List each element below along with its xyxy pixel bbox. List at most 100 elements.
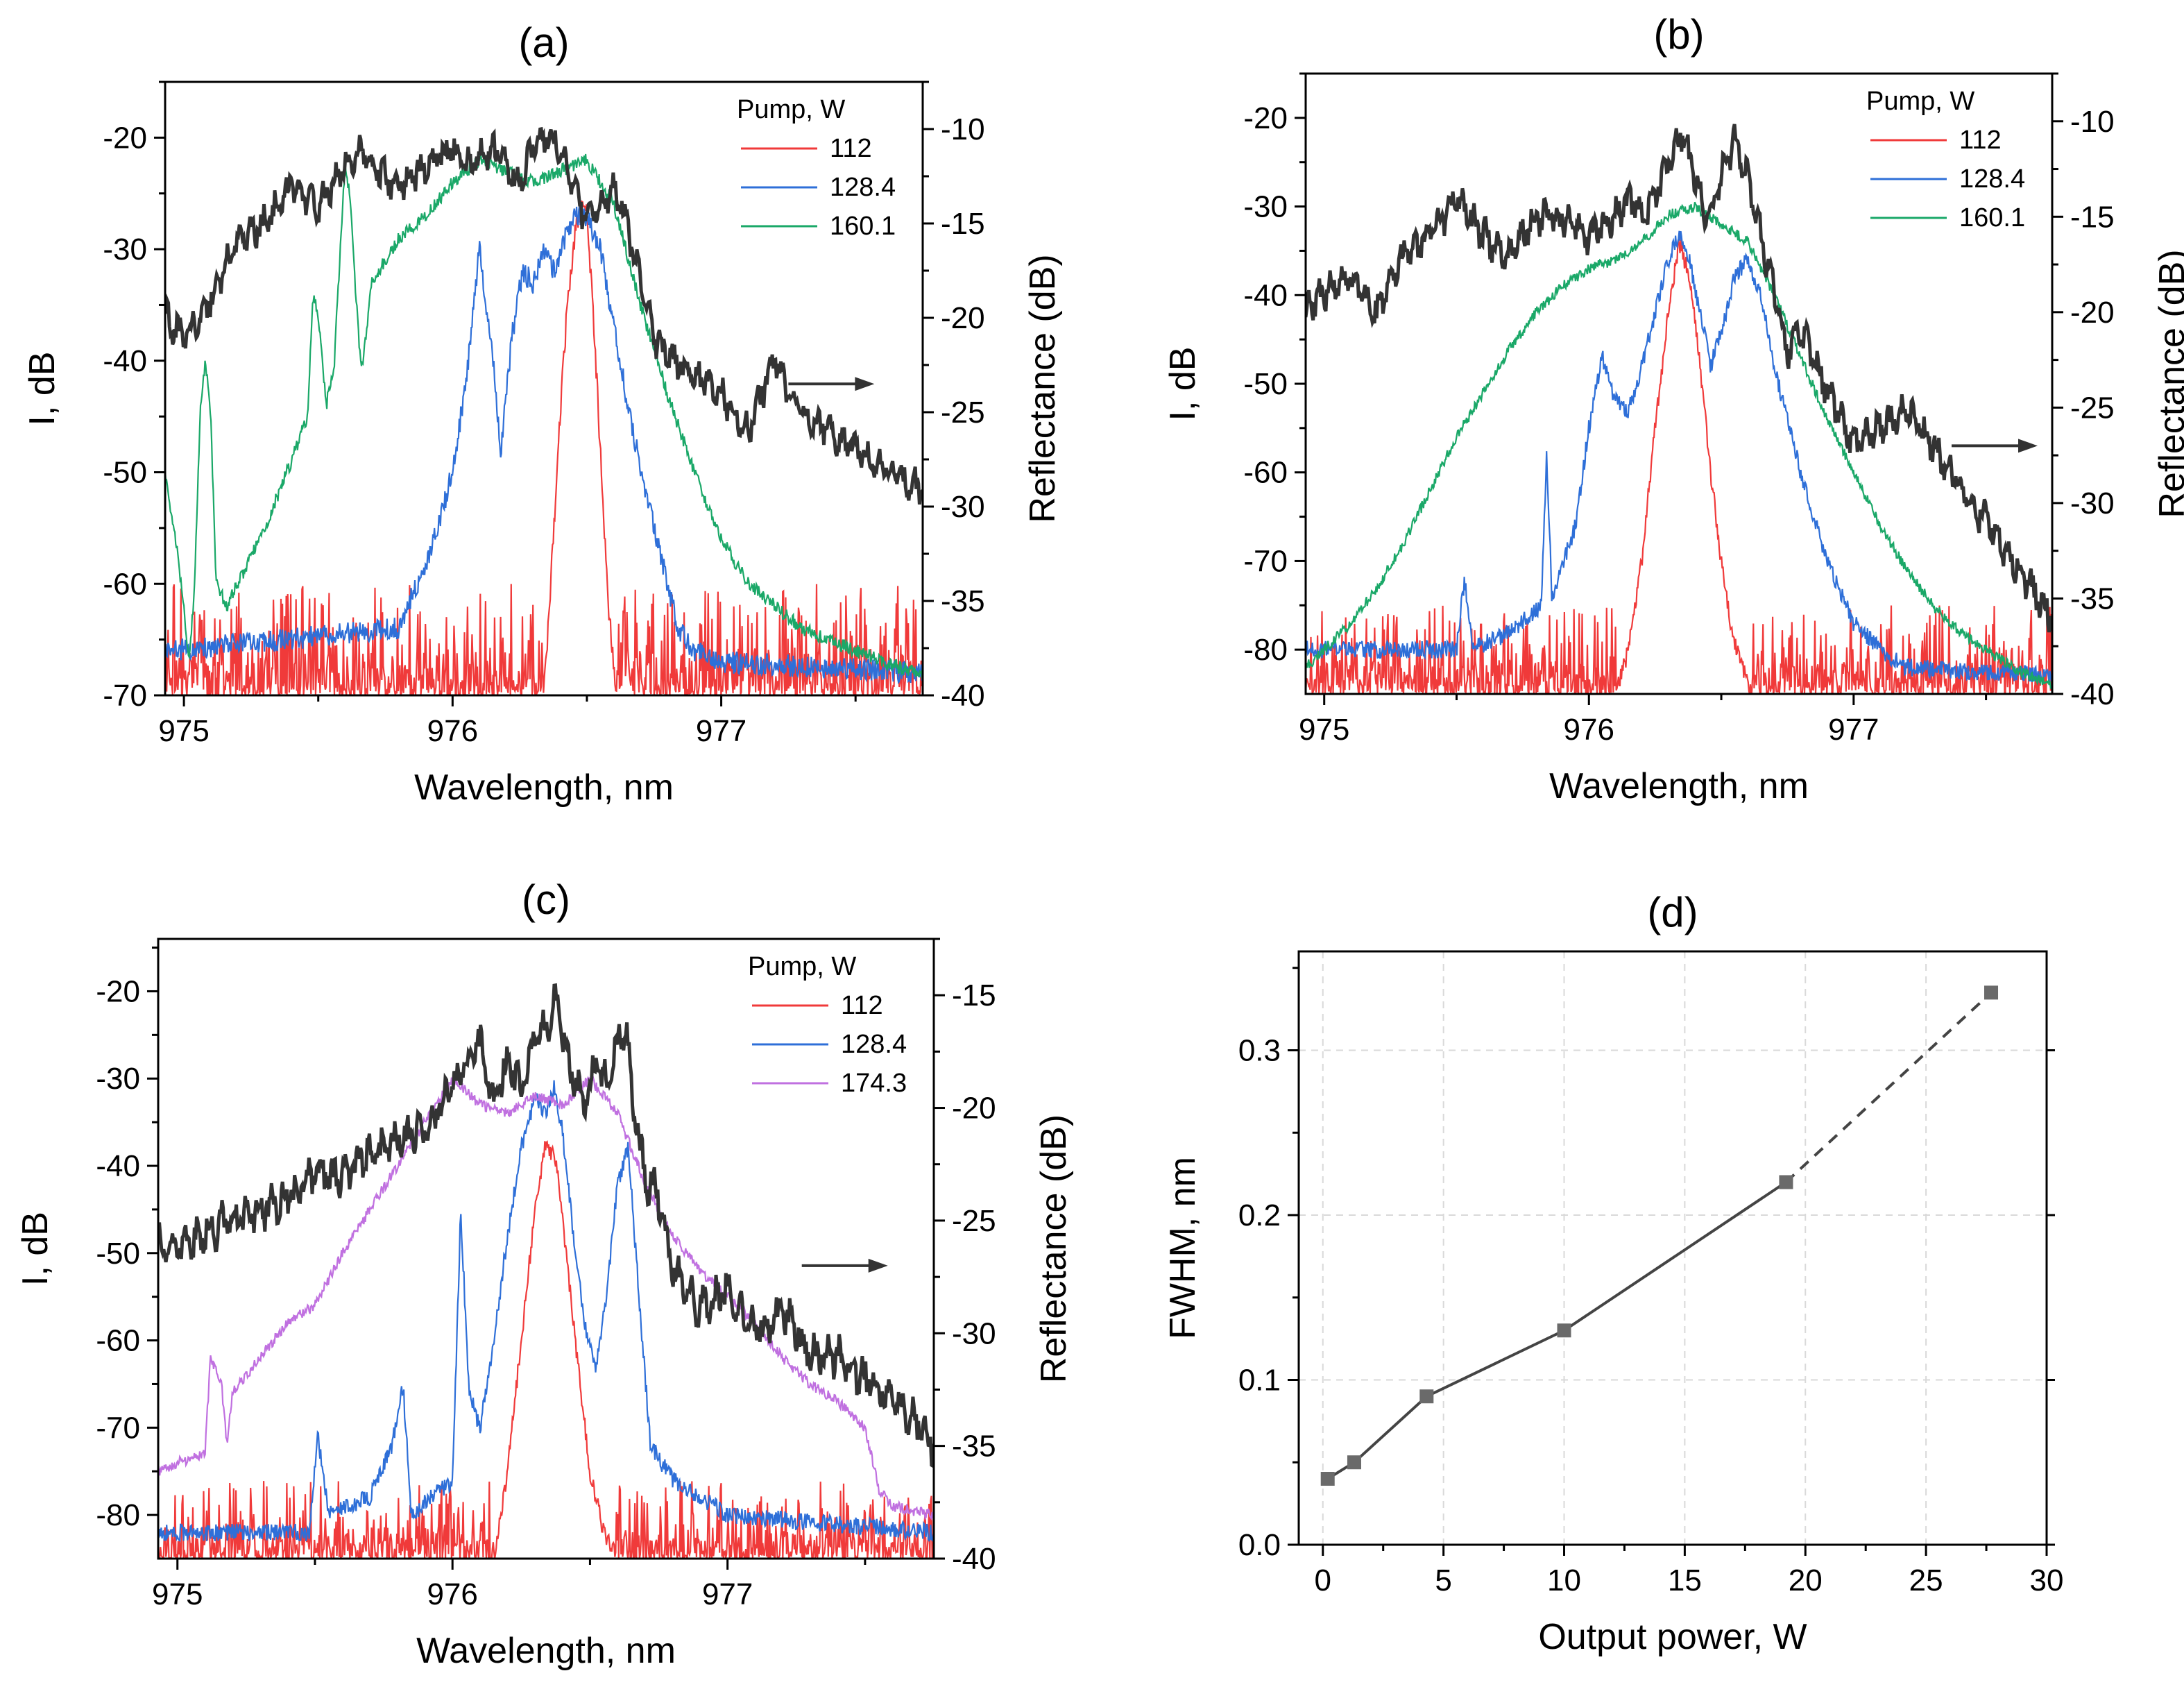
y-tick-label: -40 xyxy=(103,344,147,378)
y-tick-label: -40 xyxy=(1243,278,1288,312)
y2-tick-label: -35 xyxy=(941,584,985,618)
y-tick-label: -60 xyxy=(103,567,147,601)
y-axis-title: I, dB xyxy=(15,1212,56,1286)
panel-a-spectrum-chart: 975 976 977 -70 -60 -50 -40 -30 -20 -40 -35 -30 -25 -… xyxy=(22,19,1063,808)
x-tick-label: 0 xyxy=(1315,1563,1331,1597)
y-tick-label: -70 xyxy=(1243,544,1288,578)
panel-title: (a) xyxy=(518,19,569,66)
x-axis-title: Wavelength, nm xyxy=(414,768,674,808)
x-axis-title: Output power, W xyxy=(1538,1617,1807,1657)
y-tick-label: -20 xyxy=(96,974,140,1008)
y-tick-label: -60 xyxy=(96,1324,140,1358)
legend-title: Pump, W xyxy=(737,95,845,124)
x-tick-label: 977 xyxy=(1828,713,1879,747)
fwhm-point xyxy=(1557,1323,1571,1338)
y2-tick-label: -15 xyxy=(952,978,996,1012)
y-axis-title: I, dB xyxy=(1163,347,1203,421)
x-tick-label: 10 xyxy=(1547,1563,1581,1597)
fwhm-point xyxy=(1347,1455,1361,1470)
y-tick-label: -70 xyxy=(103,679,147,713)
series-line-reflectance xyxy=(158,983,934,1468)
fwhm-point xyxy=(1779,1175,1793,1189)
y2-tick-label: -35 xyxy=(2070,582,2115,616)
x-tick-label: 975 xyxy=(152,1577,203,1611)
y2-tick-label: -40 xyxy=(941,679,985,713)
x-tick-label: 977 xyxy=(696,714,747,748)
y-tick-label: -30 xyxy=(103,232,147,266)
y2-tick-label: -20 xyxy=(952,1092,996,1126)
series-line-128-4 xyxy=(158,1080,934,1543)
y-tick-label: -50 xyxy=(1243,367,1288,401)
y-tick-label: -30 xyxy=(96,1062,140,1096)
y2-tick-label: -15 xyxy=(941,207,985,241)
x-tick-label: 20 xyxy=(1789,1563,1823,1597)
y-tick-label: -50 xyxy=(96,1237,140,1271)
y-tick-label: -70 xyxy=(96,1411,140,1445)
series-line-160-1 xyxy=(1306,201,2052,690)
y-tick-label: -30 xyxy=(1243,190,1288,224)
x-tick-label: 976 xyxy=(427,1577,477,1611)
y2-tick-label: -20 xyxy=(941,301,985,335)
legend-entry: 112 xyxy=(830,134,872,163)
y-tick-label: -80 xyxy=(1243,633,1288,667)
panel-title: (d) xyxy=(1647,889,1698,935)
y-tick-label: 0.0 xyxy=(1238,1528,1281,1562)
series-line-160-1 xyxy=(165,153,923,679)
plot-frame xyxy=(1297,950,2048,1546)
y-axis-title: I, dB xyxy=(22,352,62,426)
y2-tick-label: -10 xyxy=(941,112,985,146)
x-tick-label: 15 xyxy=(1668,1563,1702,1597)
legend-entry: 128.4 xyxy=(830,173,896,202)
y-tick-label: -40 xyxy=(96,1149,140,1183)
y2-axis-title: Reflectance (dB) xyxy=(2152,249,2184,518)
y-tick-label: -20 xyxy=(1243,101,1288,135)
legend-entry: 112 xyxy=(841,991,883,1020)
x-tick-label: 5 xyxy=(1435,1563,1451,1597)
legend-entry: 160.1 xyxy=(830,212,896,241)
x-axis-title: Wavelength, nm xyxy=(1549,766,1809,806)
y2-tick-label: -30 xyxy=(941,490,985,524)
x-tick-label: 30 xyxy=(2030,1563,2064,1597)
plot-frame xyxy=(164,80,924,697)
panel-d-fwhm-chart: 0 5 10 15 20 25 30 0.0 0.1 0.2 0.3 (d) Output power,… xyxy=(1163,889,2063,1657)
plot-frame xyxy=(157,938,935,1560)
y2-tick-label: -40 xyxy=(2070,677,2115,711)
y-tick-label: -20 xyxy=(103,121,147,155)
y2-tick-label: -40 xyxy=(952,1542,996,1576)
series-line-128-4 xyxy=(1306,230,2052,684)
legend-entry: 128.4 xyxy=(1959,164,2025,194)
x-tick-label: 976 xyxy=(427,714,478,748)
y-tick-label: 0.1 xyxy=(1238,1364,1281,1398)
series-line-reflectance xyxy=(165,126,923,505)
x-tick-label: 975 xyxy=(1299,713,1349,747)
panel-c-spectrum-chart: 975 976 977 -80 -70 -60 -50 -40 -30 -20 -40 -35 -30 -… xyxy=(15,876,1074,1671)
x-axis-title: Wavelength, nm xyxy=(416,1631,676,1671)
y2-tick-label: -15 xyxy=(2070,200,2115,234)
panel-b-spectrum-chart: 975 976 977 -80 -70 -60 -50 -40 -30 -20 -40 -35 -30 -… xyxy=(1163,11,2184,806)
x-tick-label: 977 xyxy=(702,1577,753,1611)
y2-tick-label: -25 xyxy=(952,1204,996,1238)
series-line-reflectance xyxy=(1306,124,2052,633)
y2-tick-label: -25 xyxy=(2070,391,2115,425)
legend-entry: 160.1 xyxy=(1959,203,2025,232)
fwhm-point xyxy=(1320,1472,1335,1486)
y2-tick-label: -10 xyxy=(2070,105,2115,139)
legend-entry: 112 xyxy=(1959,126,2002,155)
y2-axis-title: Reflectance (dB) xyxy=(1034,1114,1074,1383)
series-line-174-3 xyxy=(158,1075,934,1521)
y-tick-label: 0.3 xyxy=(1238,1034,1281,1068)
y2-axis-title: Reflectance (dB) xyxy=(1023,254,1063,523)
x-tick-label: 976 xyxy=(1564,713,1614,747)
series-line-128-4 xyxy=(165,205,923,685)
y-tick-label: -60 xyxy=(1243,456,1288,490)
legend-title: Pump, W xyxy=(1866,87,1974,116)
legend-entry: 174.3 xyxy=(841,1069,907,1098)
x-tick-label: 975 xyxy=(158,714,209,748)
arrow-head xyxy=(868,1258,888,1273)
y2-tick-label: -35 xyxy=(952,1430,996,1464)
y-tick-label: 0.2 xyxy=(1238,1198,1281,1232)
panel-title: (c) xyxy=(522,876,570,923)
fwhm-point xyxy=(1984,985,1999,1000)
